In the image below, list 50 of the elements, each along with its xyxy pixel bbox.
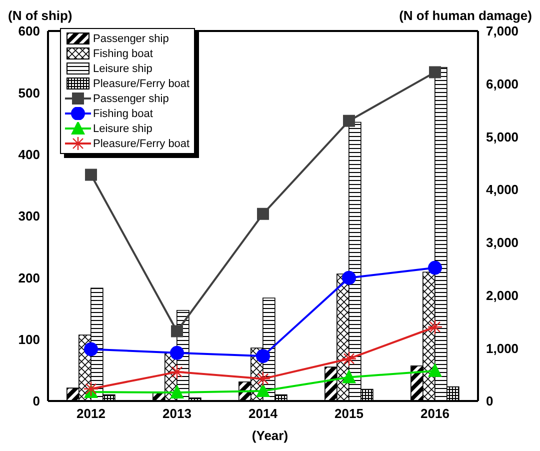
point — [256, 382, 270, 397]
x-tick-label: 2014 — [248, 406, 278, 422]
y2-tick-label: 3,000 — [486, 235, 519, 250]
y-tick-label: 600 — [18, 24, 40, 39]
y2-tick-label: 6,000 — [486, 76, 519, 92]
point — [257, 208, 269, 220]
y-tick-label: 200 — [18, 270, 40, 286]
point — [170, 346, 184, 360]
legend-label: Passenger ship — [93, 92, 169, 104]
point — [427, 319, 443, 335]
y2-tick-label: 2,000 — [486, 288, 519, 303]
legend-label: Pleasure/Ferry boat — [93, 138, 190, 150]
y-tick-label: 400 — [18, 146, 40, 162]
point — [428, 260, 442, 275]
y2-tick-label: 0 — [486, 394, 494, 409]
legend-label: Pleasure/Ferry boat — [93, 78, 190, 90]
point — [341, 351, 357, 366]
point — [429, 66, 441, 78]
y-tick-label: 300 — [18, 208, 40, 224]
point — [85, 168, 97, 181]
y2-axis-title: (N of human damage) — [399, 8, 532, 23]
x-tick-label: 2015 — [334, 406, 364, 422]
y-tick-label: 0 — [32, 394, 40, 409]
y2-tick-label: 4,000 — [486, 182, 519, 198]
legend-label: Fishing boat — [93, 48, 153, 60]
x-tick-label: 2012 — [76, 406, 106, 422]
point — [256, 349, 270, 364]
point — [428, 362, 442, 377]
point — [342, 369, 356, 384]
x-tick-label: 2013 — [162, 406, 192, 422]
y-axis-title: (N of ship) — [8, 8, 72, 23]
y-tick-label: 100 — [18, 332, 40, 347]
point — [84, 342, 98, 356]
x-axis-title: (Year) — [250, 428, 290, 443]
point — [171, 325, 183, 338]
y-tick-label: 500 — [18, 85, 40, 100]
point — [343, 114, 355, 127]
legend-label: Fishing boat — [93, 108, 153, 120]
point — [169, 364, 185, 380]
point — [342, 270, 356, 285]
x-tick-label: 2016 — [420, 406, 450, 422]
point — [255, 371, 271, 386]
legend-label: Leisure ship — [93, 62, 152, 74]
point — [83, 381, 99, 396]
y2-tick-label: 5,000 — [486, 129, 519, 144]
legend-label: Passenger ship — [93, 32, 169, 44]
legend-label: Leisure ship — [93, 122, 152, 134]
point — [170, 384, 184, 399]
y2-tick-label: 7,000 — [486, 24, 519, 39]
y2-tick-label: 1,000 — [486, 340, 519, 356]
